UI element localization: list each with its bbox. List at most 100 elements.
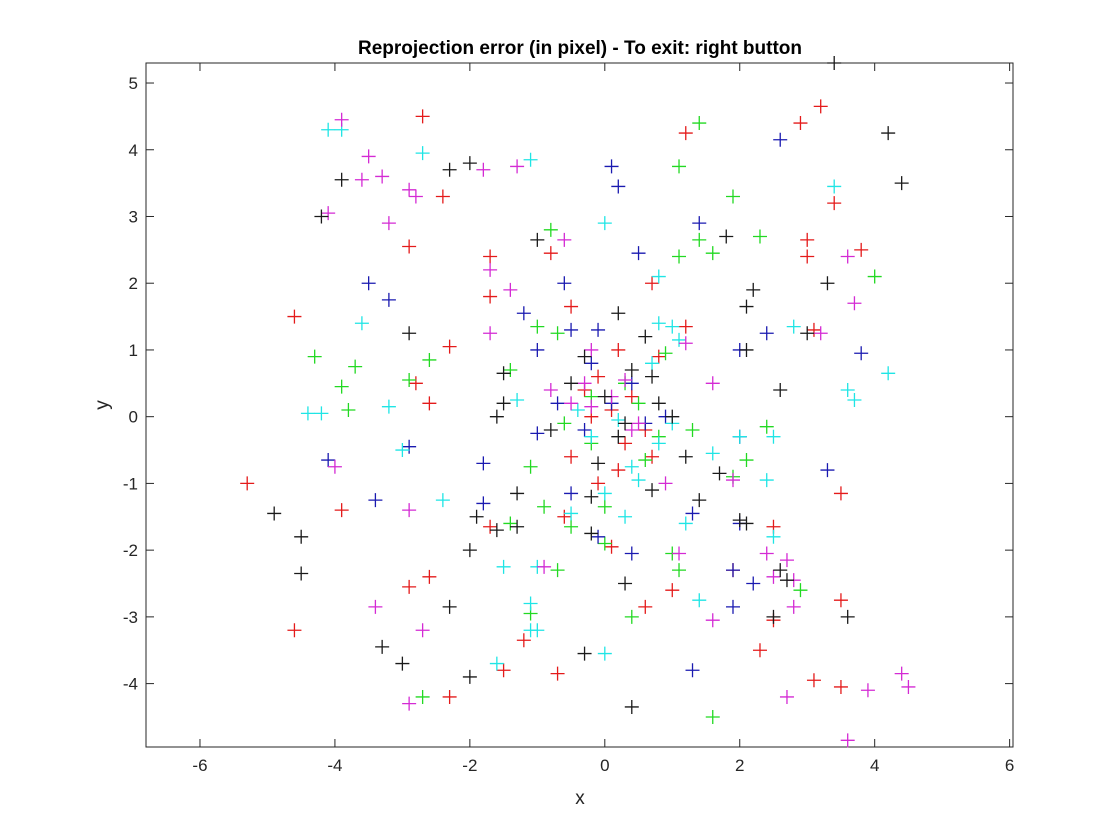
data-point: [793, 583, 808, 598]
data-point: [321, 206, 336, 221]
data-point: [766, 429, 781, 444]
data-point: [435, 493, 450, 508]
data-point: [591, 476, 606, 491]
data-point: [510, 392, 525, 407]
data-point: [611, 179, 626, 194]
data-point: [624, 389, 639, 404]
data-point: [462, 156, 477, 171]
data-point: [725, 473, 740, 488]
y-axis-label: y: [92, 400, 113, 410]
data-point: [672, 159, 687, 174]
data-point: [672, 546, 687, 561]
data-point: [321, 122, 336, 137]
data-point: [665, 409, 680, 424]
data-point: [732, 429, 747, 444]
data-point: [827, 179, 842, 194]
data-point: [672, 332, 687, 347]
data-point: [786, 319, 801, 334]
data-point: [678, 319, 693, 334]
data-point: [732, 513, 747, 528]
data-point: [678, 449, 693, 464]
data-point: [577, 376, 592, 391]
data-point: [557, 416, 572, 431]
x-axis-label: x: [575, 788, 585, 809]
y-tick-label: 4: [129, 141, 138, 160]
data-point: [402, 503, 417, 518]
data-point: [604, 539, 619, 554]
data-point: [881, 366, 896, 381]
data-point: [840, 382, 855, 397]
data-point: [638, 453, 653, 468]
data-point: [779, 553, 794, 568]
plot-area[interactable]: [145, 62, 1014, 748]
data-point: [402, 372, 417, 387]
data-point: [692, 116, 707, 131]
data-point: [624, 362, 639, 377]
data-point: [658, 346, 673, 361]
data-points: [240, 56, 916, 748]
y-tick-label: -4: [123, 675, 138, 694]
data-point: [408, 189, 423, 204]
data-point: [496, 396, 511, 411]
data-point: [800, 232, 815, 247]
data-point: [442, 599, 457, 614]
data-point: [577, 349, 592, 364]
data-point: [550, 326, 565, 341]
data-point: [645, 483, 660, 498]
data-point: [543, 423, 558, 438]
data-point: [483, 519, 498, 534]
data-point: [294, 529, 309, 544]
data-point: [334, 172, 349, 187]
data-point: [779, 573, 794, 588]
data-point: [307, 349, 322, 364]
data-point: [685, 663, 700, 678]
axis-ticks: -6 -4 -2 0 2 4 6 5 4 3 2 1 0 -1 -2 -3 -4: [123, 63, 1014, 775]
data-point: [523, 152, 538, 167]
data-point: [503, 282, 518, 297]
y-tick-label: -3: [123, 608, 138, 627]
data-point: [597, 216, 612, 231]
data-point: [658, 476, 673, 491]
data-point: [597, 389, 612, 404]
data-point: [476, 496, 491, 511]
data-point: [287, 623, 302, 638]
data-point: [584, 399, 599, 414]
data-point: [692, 593, 707, 608]
data-point: [354, 316, 369, 331]
data-point: [564, 299, 579, 314]
data-point: [719, 229, 734, 244]
data-point: [442, 689, 457, 704]
data-point: [827, 196, 842, 211]
data-point: [793, 116, 808, 131]
data-point: [725, 563, 740, 578]
data-point: [820, 276, 835, 291]
data-point: [496, 663, 511, 678]
data-point: [591, 369, 606, 384]
x-tick-label: 0: [600, 756, 609, 775]
data-point: [334, 379, 349, 394]
data-point: [267, 506, 282, 521]
data-point: [645, 369, 660, 384]
data-point: [618, 416, 633, 431]
data-point: [611, 463, 626, 478]
data-point: [618, 509, 633, 524]
data-point: [496, 366, 511, 381]
data-point: [773, 382, 788, 397]
data-point: [759, 546, 774, 561]
data-point: [584, 356, 599, 371]
data-point: [779, 689, 794, 704]
y-tick-label: 0: [129, 408, 138, 427]
x-tick-label: -4: [327, 756, 342, 775]
data-point: [375, 169, 390, 184]
y-tick-label: -2: [123, 541, 138, 560]
data-point: [395, 656, 410, 671]
data-point: [800, 249, 815, 264]
data-point: [442, 339, 457, 354]
data-point: [611, 306, 626, 321]
data-point: [402, 182, 417, 197]
data-point: [564, 506, 579, 521]
data-point: [584, 526, 599, 541]
data-point: [516, 306, 531, 321]
data-point: [415, 689, 430, 704]
